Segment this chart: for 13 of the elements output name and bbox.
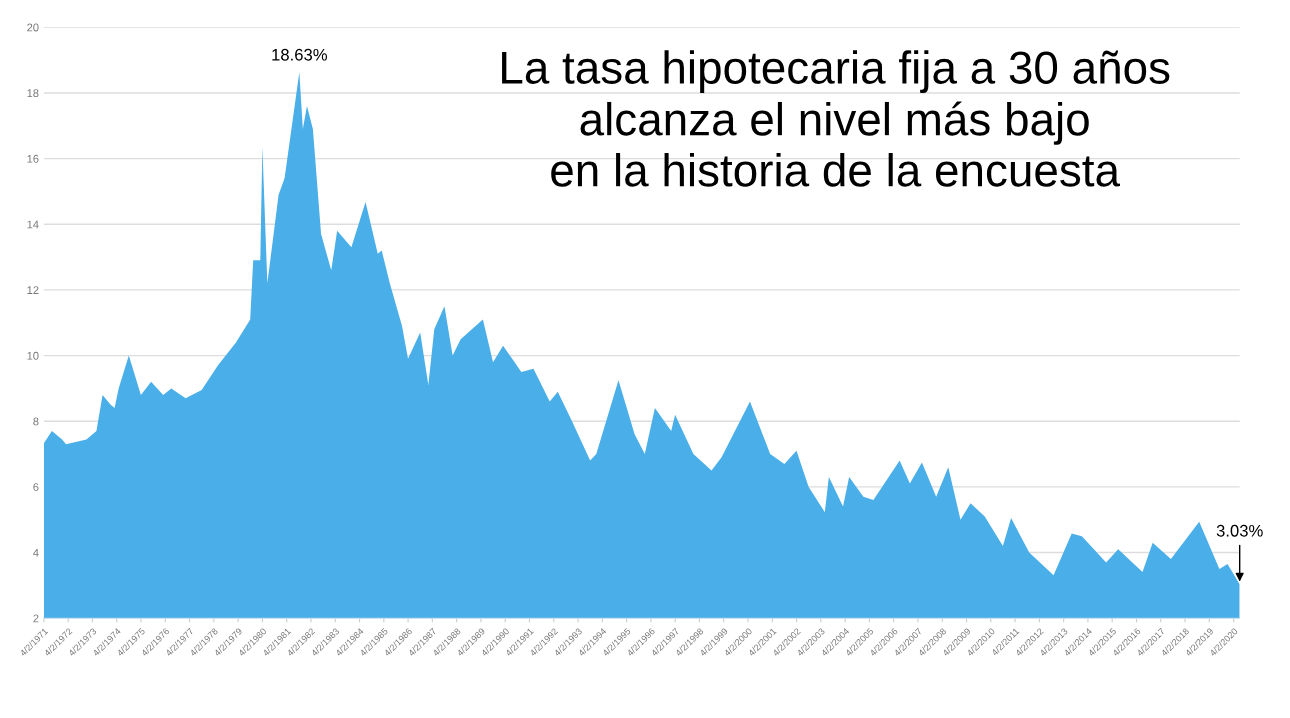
- y-tick-label: 8: [33, 417, 39, 426]
- y-tick-label: 10: [27, 351, 39, 360]
- y-tick-label: 14: [27, 220, 39, 229]
- y-tick-label: 20: [27, 23, 39, 32]
- annotation: 18.63%: [272, 48, 327, 61]
- y-tick-label: 4: [33, 548, 39, 557]
- y-tick-label: 6: [33, 483, 39, 492]
- annotation: 3.03%: [1216, 524, 1263, 537]
- y-tick-label: 16: [27, 154, 39, 163]
- y-tick-label: 12: [27, 286, 39, 294]
- y-tick-label: 18: [27, 89, 39, 98]
- text: La tasa hipotecaria fija a 30 años alcanza el nivel más bajo en la historia de la encuesta: [502, 50, 1170, 187]
- y-tick-label: 2: [33, 614, 39, 623]
